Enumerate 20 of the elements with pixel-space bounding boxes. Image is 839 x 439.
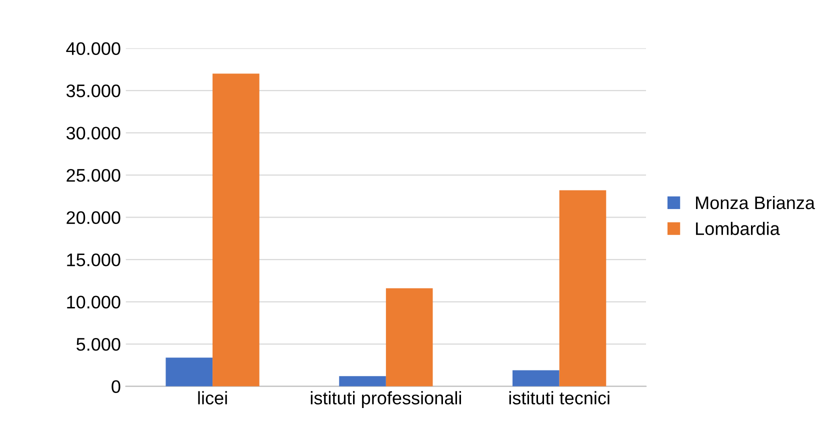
bar — [386, 288, 433, 386]
bar — [166, 358, 213, 386]
y-tick-label: 20.000 — [66, 211, 120, 224]
y-tick-label: 30.000 — [66, 126, 120, 140]
x-tick-label: istituti professionali — [310, 391, 461, 408]
y-tick-label: 10.000 — [67, 296, 120, 309]
y-tick-label: 5.000 — [76, 338, 120, 351]
bar — [512, 370, 560, 386]
legend-label: Lombardia — [696, 222, 780, 236]
y-tick-label: 15.000 — [67, 253, 120, 266]
y-tick-label: 35.000 — [66, 84, 120, 98]
bar — [559, 190, 606, 386]
bar — [212, 74, 260, 386]
y-tick-label: 25.000 — [66, 168, 120, 182]
y-tick-label: 0 — [112, 380, 120, 394]
bar — [339, 376, 386, 386]
legend-label: Monza Brianza — [696, 196, 815, 210]
x-tick-label: istituti tecnici — [509, 391, 610, 404]
y-tick-label: 40.000 — [66, 42, 120, 56]
x-tick-label: licei — [198, 391, 227, 404]
